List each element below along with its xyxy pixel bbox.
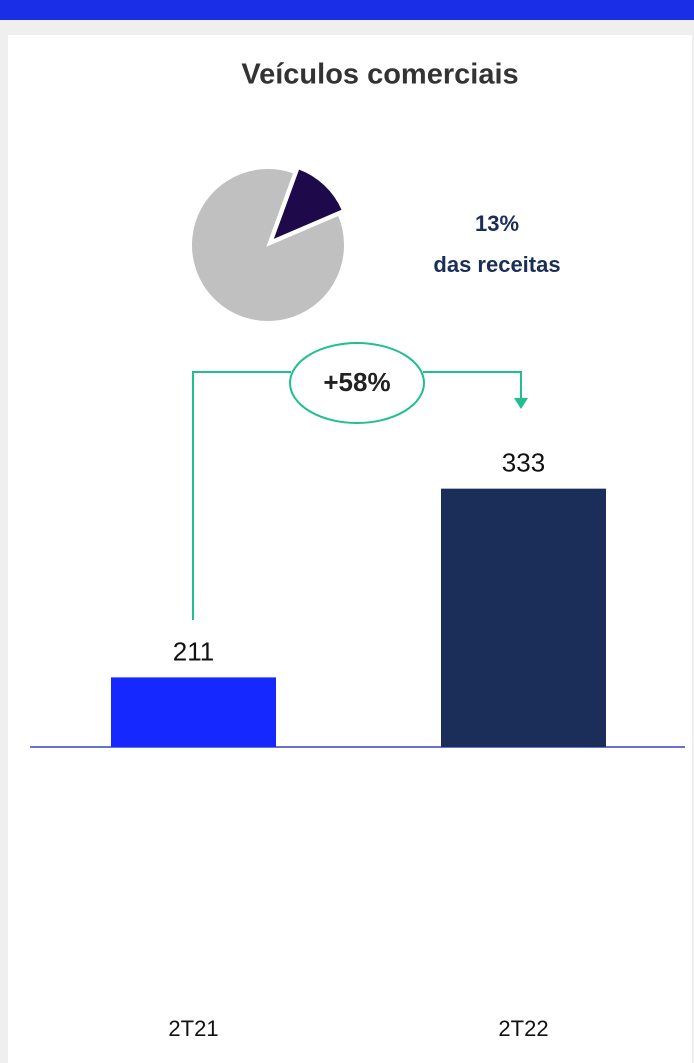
pie-slice (190, 167, 346, 323)
growth-label: +58% (323, 367, 390, 397)
pie-slice (270, 167, 345, 243)
bar (111, 677, 276, 747)
pie-annotation: das receitas (433, 252, 560, 277)
top-band (0, 0, 694, 20)
chart-title: Veículos comerciais (241, 59, 518, 91)
value-label: 211 (173, 636, 214, 666)
value-label: 333 (502, 448, 545, 478)
bar (441, 488, 606, 747)
pie-label: 13% (475, 211, 519, 236)
growth-connector (192, 342, 522, 620)
arrow-head (514, 398, 528, 409)
x-tick-label: 2T21 (168, 1016, 218, 1041)
x-tick-label: 2T22 (498, 1016, 548, 1041)
